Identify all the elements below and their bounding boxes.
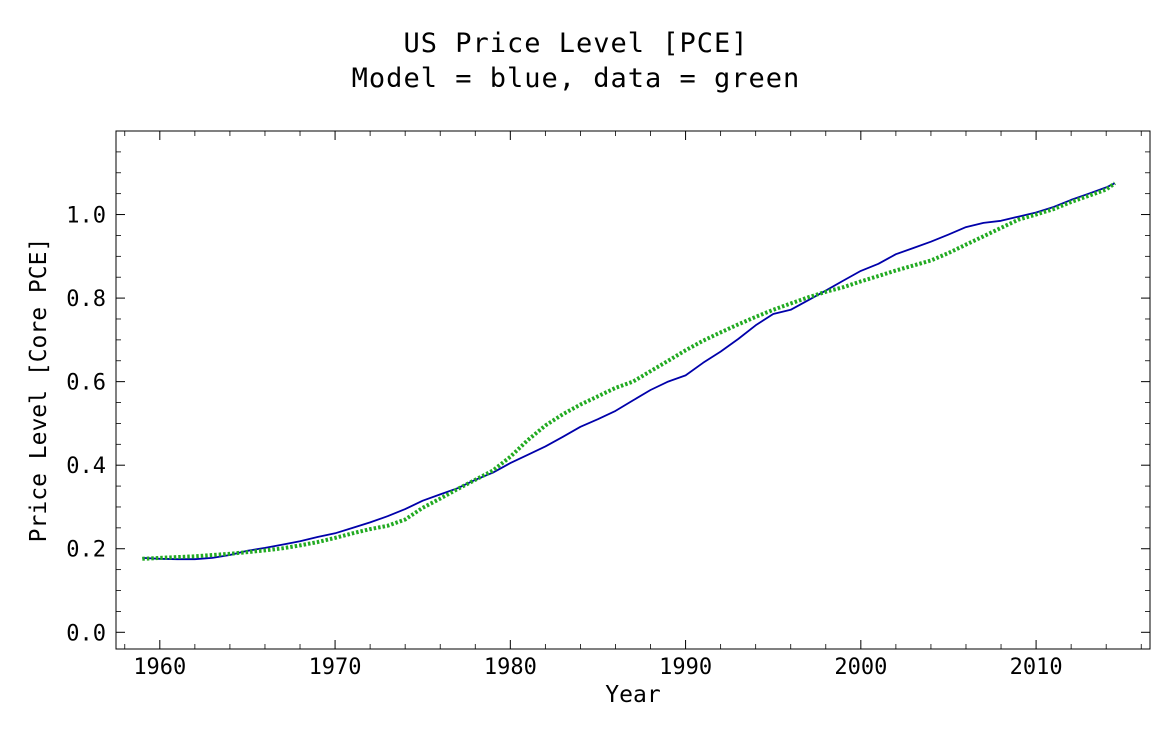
plot-frame: [115, 130, 1151, 650]
chart-title: US Price Level [PCE]: [403, 28, 749, 59]
y-tick-label: 0.8: [66, 287, 106, 312]
y-axis-label: Price Level [Core PCE]: [26, 238, 52, 543]
model-series-line: [142, 182, 1116, 561]
axis-ticks: 1960 1970 1980 1990 2000 2010 0.0 0.2 0.4 0.6 0.8 1…: [66, 130, 1150, 680]
y-tick-label: 0.2: [66, 538, 106, 563]
x-tick-label: 1990: [659, 655, 712, 680]
x-axis-label: Year: [605, 682, 660, 708]
x-tick-label: 2010: [1010, 655, 1063, 680]
series-group: [142, 181, 1117, 561]
x-tick-label: 1970: [309, 655, 362, 680]
data-series-line: [142, 181, 1117, 561]
y-tick-label: 0.4: [66, 454, 106, 479]
y-tick-label: 1.0: [66, 204, 106, 229]
x-tick-label: 1960: [133, 655, 186, 680]
chart-subtitle: Model = blue, data = green: [351, 63, 801, 94]
y-tick-label: 0.6: [66, 371, 106, 396]
x-tick-label: 2000: [834, 655, 887, 680]
y-tick-label: 0.0: [66, 621, 106, 646]
x-tick-label: 1980: [484, 655, 537, 680]
